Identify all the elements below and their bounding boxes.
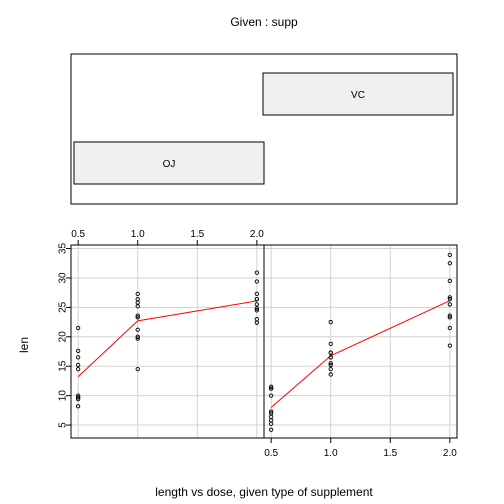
data-point [75, 397, 81, 402]
data-point [328, 362, 333, 368]
data-point [447, 343, 453, 348]
y-tick-label: 10 [58, 390, 69, 402]
data-point [254, 306, 260, 311]
x-tick-label: 1.0 [324, 448, 338, 459]
data-point [268, 411, 274, 416]
data-point [447, 315, 453, 320]
data-point [254, 296, 260, 302]
data-point [268, 421, 274, 427]
y-axis-label: len [17, 337, 31, 353]
panel-oj: 0.5 1.0 1.5 2.0 5 10 15 20 25 30 35 [58, 229, 265, 439]
data-point [254, 302, 260, 307]
data-point [135, 327, 140, 332]
data-point [447, 302, 453, 307]
data-point [328, 372, 333, 377]
data-point [328, 350, 333, 355]
data-point [328, 341, 333, 347]
data-point [268, 393, 274, 398]
data-point [254, 316, 260, 322]
y-tick-label: 25 [58, 301, 69, 313]
y-tick-label: 30 [58, 272, 69, 284]
data-point [447, 278, 453, 284]
data-point [135, 291, 140, 296]
data-point [75, 404, 81, 409]
data-point [75, 348, 81, 354]
data-point [135, 334, 140, 339]
x-axis-label: length vs dose, given type of supplement [155, 485, 373, 499]
given-bar-vc [262, 72, 454, 116]
data-point [328, 367, 333, 372]
smooth-line-vc [270, 300, 451, 408]
data-point [135, 315, 140, 320]
given-bar-oj [73, 141, 265, 185]
data-point [75, 325, 81, 331]
data-point [447, 296, 453, 302]
data-point [447, 295, 453, 300]
y-tick-label: 5 [58, 422, 69, 428]
data-point [328, 319, 333, 325]
data-point [135, 336, 140, 341]
x-tick-label: 0.5 [71, 229, 85, 240]
x-tick-label: 1.5 [383, 448, 397, 459]
data-point [268, 427, 274, 432]
data-point [268, 384, 274, 389]
data-point [328, 361, 333, 366]
data-point [254, 279, 260, 284]
panel-frame [263, 244, 458, 439]
data-point [328, 355, 333, 360]
data-point [447, 252, 453, 258]
data-point [447, 261, 453, 266]
data-point [268, 409, 274, 414]
data-point [135, 313, 140, 318]
panel-vc: 0.5 1.0 1.5 2.0 [263, 244, 458, 459]
x-tick-label: 2.0 [250, 229, 264, 240]
data-point [135, 367, 140, 372]
given-bar-vc-label: VC [351, 90, 365, 101]
data-point [447, 325, 453, 331]
smooth-line-oj [77, 300, 257, 378]
x-tick-label: 1.5 [190, 229, 204, 240]
data-point [75, 355, 81, 360]
data-point [268, 386, 274, 391]
given-panel-frame [70, 53, 458, 205]
y-tick-label: 20 [58, 331, 69, 343]
data-point [254, 291, 260, 296]
given-bar-oj-label: OJ [163, 159, 176, 170]
panel-frame [70, 244, 265, 439]
x-tick-label: 2.0 [443, 448, 457, 459]
x-tick-label: 0.5 [264, 448, 278, 459]
given-title: Given : supp [230, 15, 298, 29]
data-point [75, 362, 81, 368]
x-tick-label: 1.0 [131, 229, 145, 240]
data-point [254, 270, 260, 275]
data-point [75, 367, 81, 372]
data-point [75, 395, 81, 400]
y-tick-label: 35 [58, 243, 69, 255]
data-point [447, 313, 453, 318]
data-point [135, 300, 140, 305]
y-tick-label: 15 [58, 360, 69, 372]
data-point [254, 308, 260, 313]
